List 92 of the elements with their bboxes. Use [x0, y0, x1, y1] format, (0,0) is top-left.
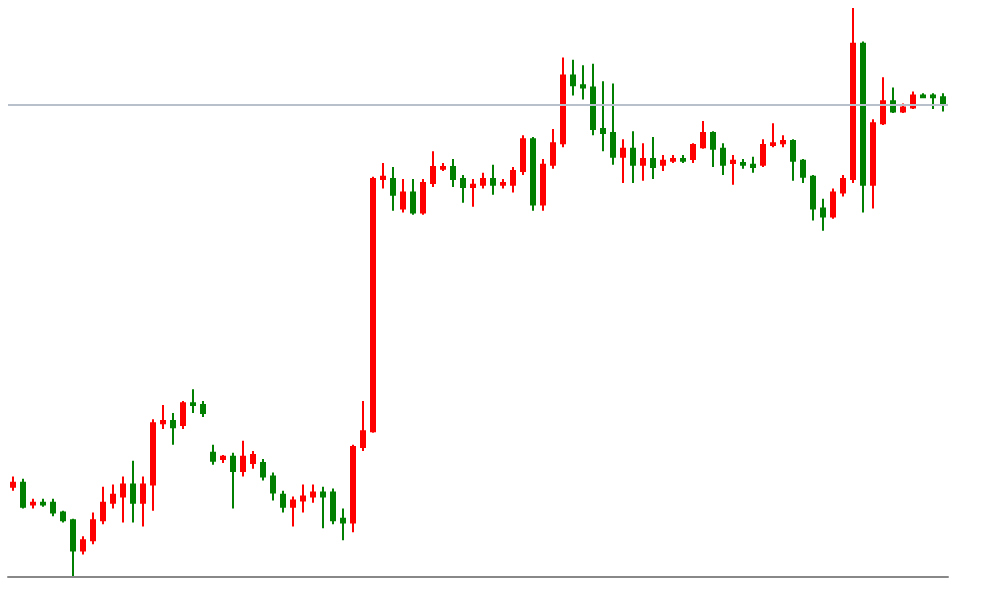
candlestick [170, 411, 176, 446]
candlestick [600, 80, 606, 153]
candlestick [520, 134, 526, 176]
candlestick [510, 166, 516, 194]
candlestick [470, 177, 476, 208]
candlestick [370, 175, 376, 434]
candlestick [220, 454, 226, 464]
candlestick [740, 158, 746, 170]
candlestick [480, 171, 486, 190]
candlestick [20, 477, 26, 510]
candlestick [110, 483, 116, 510]
candlestick [680, 154, 686, 165]
candlestick [880, 76, 886, 127]
candlestick [310, 483, 316, 504]
candlestick [210, 443, 216, 466]
candlestick [640, 142, 646, 182]
candlestick [590, 62, 596, 137]
candlestick [300, 483, 306, 514]
candlestick [240, 439, 246, 478]
candlestick [390, 166, 396, 212]
candlestick [940, 92, 946, 113]
candlestick [710, 130, 716, 169]
candlestick [790, 138, 796, 182]
candlestick [10, 475, 16, 492]
candlestick [260, 457, 266, 482]
candlestick [830, 187, 836, 220]
candlestick [50, 497, 56, 518]
candlestick [860, 40, 866, 214]
candlestick [750, 155, 756, 174]
candlestick [760, 138, 766, 169]
candlestick [700, 120, 706, 150]
candlestick [870, 118, 876, 210]
candlestick [70, 517, 76, 577]
candlestick [900, 102, 906, 115]
candlestick [430, 150, 436, 188]
candlestick [550, 127, 556, 170]
candlestick [40, 497, 46, 508]
candlestick [840, 173, 846, 198]
candlestick [810, 173, 816, 222]
candlestick [570, 58, 576, 97]
candlestick [850, 7, 856, 184]
candlestick [580, 64, 586, 101]
candlestick [320, 485, 326, 530]
candlestick [130, 459, 136, 524]
candlestick [460, 173, 466, 204]
candlestick [330, 487, 336, 526]
candlestick [500, 177, 506, 190]
candlestick [340, 507, 346, 542]
candlestick [560, 56, 566, 149]
candlestick [400, 177, 406, 214]
candlestick [650, 135, 656, 180]
candlestick [610, 82, 616, 166]
candlestick [90, 511, 96, 546]
candlestick [670, 154, 676, 165]
candlestick [690, 142, 696, 165]
candlestick [630, 130, 636, 184]
candlestick [660, 154, 666, 173]
candlestick [770, 122, 776, 149]
candlestick [780, 134, 786, 149]
candlestick [450, 158, 456, 188]
candlestick [230, 451, 236, 510]
candlestick [540, 158, 546, 212]
candlestick [930, 92, 936, 111]
candlestick [120, 475, 126, 524]
candlestick [350, 443, 356, 534]
candlestick [800, 158, 806, 184]
candlestick [410, 177, 416, 216]
candlestick [490, 163, 496, 196]
candlestick [280, 489, 286, 514]
candlestick [150, 418, 156, 512]
candlestick [30, 497, 36, 510]
candlestick [820, 197, 826, 232]
candlestick [140, 475, 146, 528]
candlestick [920, 92, 926, 99]
candlestick [380, 162, 386, 190]
candlestick [190, 388, 196, 414]
candlestick [620, 138, 626, 184]
candlestick [290, 495, 296, 528]
candlestick [60, 509, 66, 524]
candlestick [530, 135, 536, 212]
candlestick [270, 471, 276, 502]
candlestick [360, 400, 366, 453]
candlestick [180, 400, 186, 430]
candlestick [80, 535, 86, 556]
candlestick [250, 450, 256, 470]
candlestick [420, 177, 426, 216]
candlestick [200, 400, 206, 418]
candlestick [440, 162, 446, 173]
candlestick [160, 404, 166, 430]
candlestick [720, 142, 726, 176]
candlestick [100, 485, 106, 526]
candlestick [730, 154, 736, 186]
